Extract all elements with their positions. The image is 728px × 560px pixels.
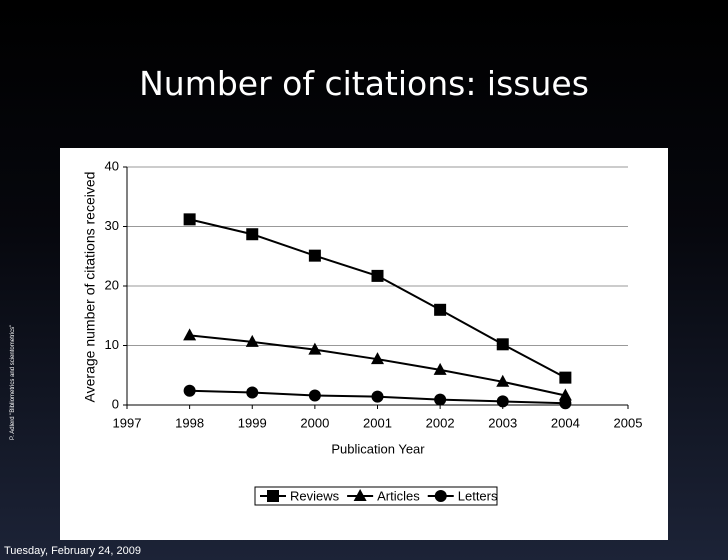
marker-triangle xyxy=(183,328,197,341)
marker-circle xyxy=(246,386,259,399)
marker-circle xyxy=(183,384,196,397)
marker-triangle xyxy=(371,352,384,365)
x-axis-label: Publication Year xyxy=(331,441,425,456)
x-tick-label: 2000 xyxy=(300,415,329,430)
marker-circle xyxy=(559,397,572,410)
x-tick-label: 1998 xyxy=(175,415,204,430)
x-tick-label: 2004 xyxy=(551,415,580,430)
marker-circle xyxy=(371,390,384,403)
marker-square xyxy=(308,249,321,262)
x-tick-label: 1997 xyxy=(113,415,142,430)
marker-circle xyxy=(434,393,447,406)
marker-triangle xyxy=(245,334,259,347)
x-tick-label: 1999 xyxy=(238,415,267,430)
legend-marker xyxy=(353,489,367,501)
slide-title: Number of citations: issues xyxy=(139,64,589,103)
x-tick-label: 2003 xyxy=(488,415,517,430)
legend-label: Articles xyxy=(377,488,420,503)
y-tick-label: 40 xyxy=(105,158,119,173)
x-tick-label: 2001 xyxy=(363,415,392,430)
marker-square xyxy=(434,303,447,316)
marker-square xyxy=(246,228,259,241)
legend-box xyxy=(254,486,498,506)
marker-circle xyxy=(308,389,321,402)
y-tick-label: 10 xyxy=(105,337,119,352)
x-tick-label: 2005 xyxy=(614,415,643,430)
marker-square xyxy=(183,213,196,226)
marker-triangle xyxy=(433,362,447,375)
y-tick-label: 0 xyxy=(112,396,119,411)
chart-background xyxy=(60,148,668,540)
y-axis-label: Average number of citations received xyxy=(82,172,98,403)
marker-square xyxy=(559,371,572,384)
marker-triangle xyxy=(308,342,322,355)
y-tick-label: 30 xyxy=(105,218,119,233)
legend-label: Letters xyxy=(458,488,498,503)
marker-square xyxy=(496,338,509,351)
marker-square xyxy=(371,269,384,282)
marker-circle xyxy=(496,395,509,408)
legend-marker xyxy=(267,490,279,502)
x-tick-label: 2002 xyxy=(426,415,455,430)
legend-marker xyxy=(434,490,447,502)
legend-label: Reviews xyxy=(290,488,340,503)
y-tick-label: 20 xyxy=(105,277,119,292)
marker-triangle xyxy=(496,374,510,387)
marker-triangle xyxy=(558,388,572,401)
footer-date: Tuesday, February 24, 2009 xyxy=(4,545,141,557)
